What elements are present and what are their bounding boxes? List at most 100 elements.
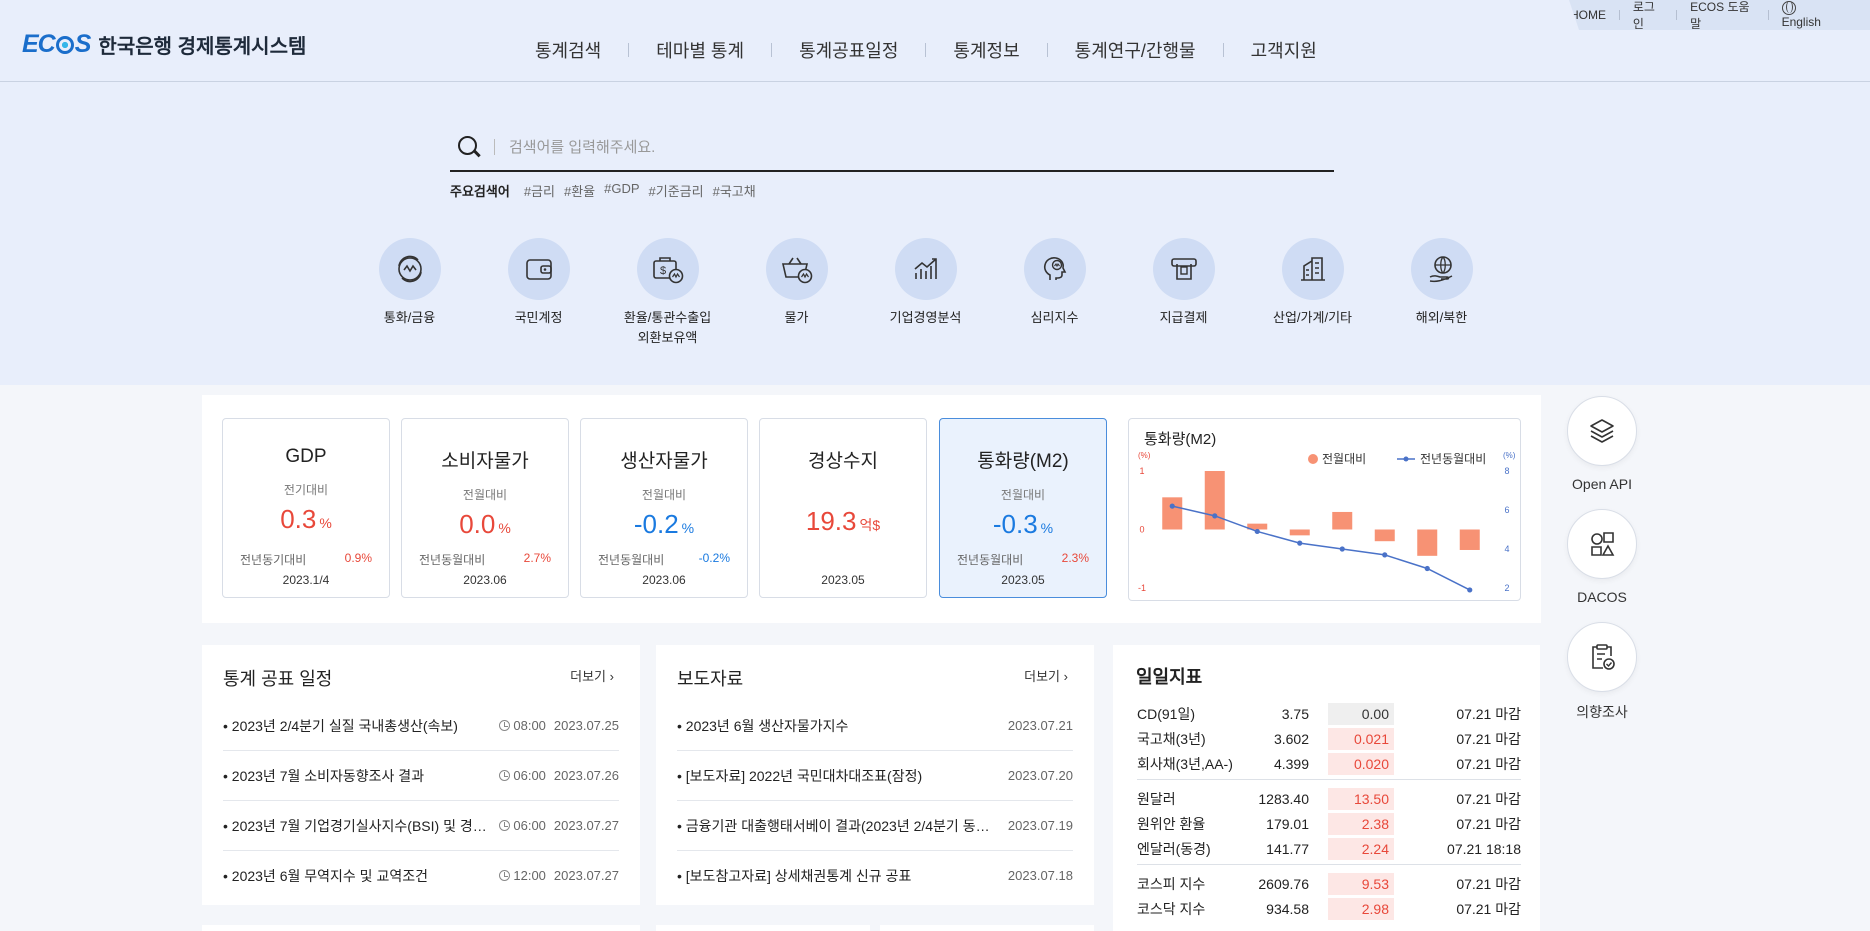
search-icon[interactable]: [458, 136, 480, 158]
y-right-tick: 6: [1504, 505, 1509, 515]
util-help[interactable]: ECOS 도움말: [1690, 0, 1750, 31]
header: EC S 한국은행 경제통계시스템 통계검색 테마별 통계 통계공표일정 통계정보…: [0, 0, 1870, 82]
building-icon: [1300, 257, 1325, 281]
clock-icon: [499, 770, 511, 781]
press-item-link[interactable]: • 2023년 6월 생산자물가지수: [677, 717, 849, 734]
kpi-value: 0.3%: [280, 504, 332, 534]
util-english[interactable]: English: [1769, 1, 1848, 29]
category-label: 해외/북한: [1415, 310, 1468, 325]
schedule-item-link[interactable]: • 2023년 7월 소비자동향조사 결과: [223, 767, 425, 784]
dacos-button[interactable]: DACOS: [1567, 509, 1637, 605]
tag-item[interactable]: #GDP: [604, 181, 640, 196]
daily-row[interactable]: 국고채(3년) 3.602 0.021 07.21 마감: [1137, 726, 1521, 751]
kpi-title: 경상수지: [808, 451, 878, 472]
indicator-change: 2.24: [1328, 837, 1394, 860]
category-exchange-trade[interactable]: $ 환율/통관수출입 외환보유액: [603, 238, 732, 348]
daily-row[interactable]: CD(91일) 3.75 0.00 07.21 마감: [1137, 701, 1521, 726]
logo-mark: EC S: [22, 30, 91, 58]
wallet-icon: [525, 259, 552, 280]
kpi-card-gdp[interactable]: GDP 전기대비 0.3% 전년동기대비 0.9% 2023.1/4: [222, 418, 390, 598]
kpi-card-m2[interactable]: 통화량(M2) 전월대비 -0.3% 전년동월대비 2.3% 2023.05: [939, 418, 1107, 598]
category-industry-household[interactable]: 산업/가계/기타: [1248, 238, 1377, 348]
survey-button[interactable]: 의향조사: [1567, 622, 1637, 722]
kpi-title: 생산자물가: [620, 451, 708, 472]
daily-title: 일일지표: [1136, 667, 1203, 687]
indicator-value: 934.58: [1266, 900, 1309, 917]
point-yoy: [1424, 565, 1430, 572]
tag-item[interactable]: #금리: [523, 184, 555, 199]
daily-row[interactable]: 코스닥 지수 934.58 2.98 07.21 마감: [1137, 896, 1521, 921]
schedule-item-link[interactable]: • 2023년 6월 무역지수 및 교역조건: [223, 867, 428, 884]
indicator-date: 07.21 마감: [1456, 755, 1521, 772]
tag-item[interactable]: #기준금리: [648, 184, 704, 199]
point-yoy: [1169, 503, 1175, 509]
indicator-name: 엔달러(동경): [1137, 840, 1211, 857]
press-more-link[interactable]: 더보기 ›: [1024, 669, 1068, 684]
kpi-title: 소비자물가: [441, 451, 529, 472]
bar-mom: [1459, 529, 1480, 550]
daily-row[interactable]: 원위안 환율 179.01 2.38 07.21 마감: [1137, 811, 1521, 836]
nav-theme-stats[interactable]: 테마별 통계: [656, 41, 745, 61]
util-home[interactable]: HOME: [1569, 8, 1606, 22]
open-api-button[interactable]: Open API: [1567, 396, 1637, 492]
schedule-item-link[interactable]: • 2023년 7월 기업경기실사지수(BSI) 및 경제심리지수(ESI): [223, 817, 499, 834]
util-login[interactable]: 로그인: [1632, 0, 1655, 31]
bar-mom: [1247, 523, 1268, 530]
utility-bar: HOME 로그인 ECOS 도움말 English: [1569, 0, 1870, 31]
indicator-change: 0.00: [1328, 702, 1394, 725]
nav-research[interactable]: 통계연구/간행물: [1074, 41, 1196, 61]
logo[interactable]: EC S 한국은행 경제통계시스템: [22, 30, 306, 59]
nav-support[interactable]: 고객지원: [1250, 41, 1317, 61]
tags-label: 주요검색어: [450, 184, 510, 199]
indicator-date: 07.21 마감: [1456, 790, 1521, 807]
indicator-value: 3.75: [1281, 705, 1309, 722]
press-item-link[interactable]: • [보도참고자료] 상세채권통계 신규 공표: [677, 867, 912, 884]
daily-row[interactable]: 엔달러(동경) 141.77 2.24 07.21 18:18: [1137, 836, 1521, 861]
press-date: 2023.07.21: [1007, 718, 1073, 733]
nav-stat-search[interactable]: 통계검색: [535, 41, 602, 61]
tag-item[interactable]: #국고채: [712, 184, 756, 199]
press-item-link[interactable]: • [보도자료] 2022년 국민대차대조표(잠정): [677, 767, 923, 784]
bar-mom: [1374, 529, 1395, 542]
category-prices[interactable]: 물가: [732, 238, 861, 348]
kpi-card-current-account[interactable]: 경상수지 19.3 억$ 2023.05: [759, 418, 927, 598]
kpi-sub: 전기대비: [283, 483, 329, 497]
schedule-item-link[interactable]: • 2023년 2/4분기 실질 국내총생산(속보): [223, 717, 458, 734]
search-input[interactable]: [507, 137, 1334, 157]
indicator-date: 07.21 마감: [1456, 705, 1521, 722]
category-sentiment[interactable]: 심리지수: [990, 238, 1119, 348]
nav-release-schedule[interactable]: 통계공표일정: [799, 41, 899, 61]
list-item: • 2023년 7월 기업경기실사지수(BSI) 및 경제심리지수(ESI)06…: [223, 801, 619, 851]
category-national-accounts[interactable]: 국민계정: [474, 238, 603, 348]
indicator-name: 원달러: [1137, 790, 1176, 807]
kpi-card-cpi[interactable]: 소비자물가 전월대비 0.0% 전년동월대비 2.7% 2023.06: [401, 418, 569, 598]
tag-item[interactable]: #환율: [563, 184, 596, 199]
category-currency-finance[interactable]: 통화/금융: [345, 238, 474, 348]
indicator-name: 원위안 환율: [1137, 815, 1206, 832]
indicator-name: 코스피 지수: [1137, 875, 1206, 892]
legend-label-line: 전년동월대비: [1420, 452, 1486, 466]
daily-row[interactable]: 코스피 지수 2609.76 9.53 07.21 마감: [1137, 871, 1521, 896]
panel-stub: [656, 925, 870, 931]
kpi-card-ppi[interactable]: 생산자물가 전월대비 -0.2% 전년동월대비 -0.2% 2023.06: [580, 418, 748, 598]
press-item-link[interactable]: • 금융기관 대출행태서베이 결과(2023년 2/4분기 동향 및 3/4분기…: [677, 817, 1008, 834]
kpi-date: 2023.05: [1001, 573, 1045, 587]
clock-icon: [499, 720, 511, 731]
schedule-more-link[interactable]: 더보기 ›: [570, 669, 614, 684]
chevron-right-icon: ›: [609, 669, 614, 684]
daily-row[interactable]: 회사채(3년,AA-) 4.399 0.020 07.21 마감: [1137, 751, 1521, 776]
category-payments[interactable]: 지급결제: [1119, 238, 1248, 348]
category-label: 심리지수: [1030, 310, 1079, 325]
indicator-name: 회사채(3년,AA-): [1137, 755, 1233, 772]
basket-icon: [781, 257, 812, 284]
category-business-analysis[interactable]: 기업경영분석: [861, 238, 990, 348]
kpi-date: 2023.06: [463, 573, 507, 587]
y-right-tick: 8: [1504, 466, 1509, 476]
nav-stat-info[interactable]: 통계정보: [953, 41, 1020, 61]
indicator-value: 2609.76: [1258, 875, 1309, 892]
category-overseas[interactable]: 해외/북한: [1377, 238, 1506, 348]
kpi-sub: 전월대비: [462, 488, 508, 502]
bar-mom: [1204, 471, 1225, 530]
daily-row[interactable]: 원달러 1283.40 13.50 07.21 마감: [1137, 786, 1521, 811]
kpi-secondary: 전년동월대비 2.7%: [419, 551, 551, 567]
